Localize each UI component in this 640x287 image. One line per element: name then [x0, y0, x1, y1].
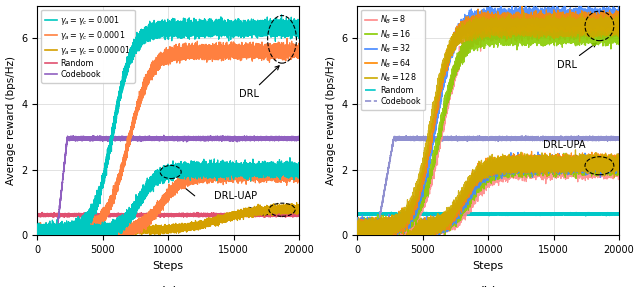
Y-axis label: Average reward (bps/Hz): Average reward (bps/Hz)	[326, 56, 335, 185]
Text: (a): (a)	[159, 286, 178, 287]
Text: (b): (b)	[478, 286, 498, 287]
Y-axis label: Average reward (bps/Hz): Average reward (bps/Hz)	[6, 56, 15, 185]
Text: DRL: DRL	[239, 66, 279, 100]
Text: DRL-UAP: DRL-UAP	[214, 191, 257, 201]
X-axis label: Steps: Steps	[152, 261, 184, 271]
Legend: $N_B=8$, $N_B=16$, $N_B=32$, $N_B=64$, $N_B=128$, Random, Codebook: $N_B=8$, $N_B=16$, $N_B=32$, $N_B=64$, $…	[361, 9, 425, 110]
Text: DRL: DRL	[557, 43, 596, 70]
Legend: $\gamma_a=\gamma_c=0.001$, $\gamma_a=\gamma_c=0.0001$, $\gamma_a=\gamma_c=0.0000: $\gamma_a=\gamma_c=0.001$, $\gamma_a=\ga…	[41, 9, 135, 83]
Text: DRL-UPA: DRL-UPA	[543, 140, 596, 172]
X-axis label: Steps: Steps	[472, 261, 504, 271]
